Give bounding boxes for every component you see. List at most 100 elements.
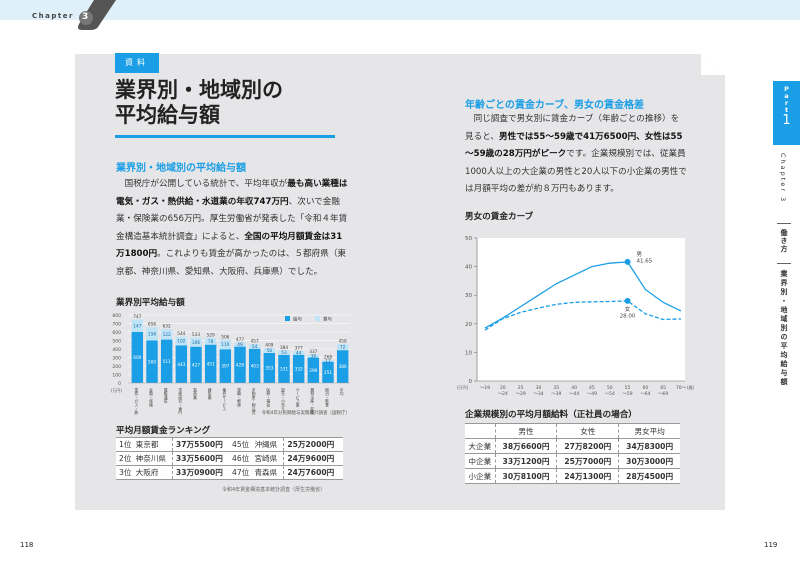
prefecture-cell: 東京都: [132, 437, 173, 452]
ranking-source: 令和4年賃金構造基本統計調査（厚生労働省）: [222, 487, 326, 493]
right-section-heading: 年齢ごとの賃金カーブ、男女の賃金格差: [465, 100, 644, 111]
y-tick-label: 200: [112, 364, 121, 370]
y-tick-label: 0: [118, 381, 121, 387]
bar-chart-source: 令和4年分民間給与実態統計調査（国税庁）: [262, 409, 350, 416]
wage-cell: 37万5500円: [171, 437, 230, 452]
x-tick-label: 65: [660, 385, 666, 391]
x-axis-unit: (歳): [687, 384, 695, 390]
y-tick-label: 100: [112, 373, 121, 379]
category-label: 不動産・物品賃: [251, 388, 257, 415]
ranking-heading: 平均月額賃金ランキング: [116, 426, 211, 436]
wage-cell: 30万8100円: [494, 468, 557, 484]
page-title: 業界別・地域別の 平均給与額: [115, 78, 283, 128]
salary-bar: [146, 340, 158, 383]
bar-value-label: 53: [281, 350, 287, 356]
y-tick-label: 800: [112, 313, 121, 319]
category-label: 卸売・小売り: [280, 387, 286, 411]
category-label: 金融・保険: [148, 387, 154, 407]
bar-total-label: 458: [339, 339, 347, 345]
salary-bar: [175, 345, 188, 383]
column-header: 女性: [556, 423, 619, 439]
salary-bar: [131, 332, 144, 383]
bar-total-label: 656: [148, 322, 156, 328]
wage-cell: 33万5600円: [171, 451, 230, 466]
bar-total-label: 457: [251, 339, 259, 345]
salary-bar: [160, 339, 173, 383]
bar-total-label: 384: [280, 345, 288, 351]
bar-total-label: 506: [221, 334, 229, 340]
paragraph-text: 国税庁が公開している統計で、平均年収が: [116, 179, 288, 189]
y-tick-label: 500: [112, 339, 121, 345]
category-label: 建設業: [207, 387, 213, 400]
y-tick-label: 30: [465, 293, 472, 299]
x-tick-label: 60: [642, 385, 648, 391]
bar-total-label: 747: [133, 314, 141, 320]
x-tick-label: ～39: [551, 391, 561, 397]
column-header: [465, 423, 496, 439]
wage-cell: 25万2000円: [283, 437, 343, 452]
industry-bar-chart: 0 100 200 300 400 500 600 700 800 (万円) 600 147 747 電気…: [111, 313, 350, 416]
legend-swatch: [285, 316, 290, 321]
y-tick-label: 700: [112, 322, 121, 328]
bonus-bar: [234, 342, 246, 347]
male-line: [484, 261, 682, 329]
bar-value-label: 500: [148, 359, 156, 365]
header-band: [0, 0, 800, 20]
salary-bar: [248, 348, 261, 383]
legend-label: 賞与: [323, 316, 332, 323]
bonus-bar: [292, 351, 305, 355]
bar-value-label: 78: [208, 339, 214, 345]
category-label: 農林水産・鉱業: [310, 387, 316, 415]
sidebar-divider: [777, 263, 791, 264]
x-tick-label: ～49: [587, 391, 597, 397]
wage-cell: 33万0900円: [171, 465, 230, 480]
title-line-1: 業界別・地域別の: [115, 78, 283, 102]
page-fold-corner: [700, 54, 725, 76]
bar-value-label: 44: [296, 351, 302, 357]
bonus-bar: [219, 339, 232, 350]
part-number: 1: [782, 113, 791, 128]
rank-cell: 47位: [229, 465, 252, 480]
y-axis-unit: (万円): [111, 388, 123, 393]
category-label: 宿泊・飲食: [324, 387, 330, 407]
bar-chart-heading: 業界別平均給与額: [116, 298, 185, 308]
x-tick-label: 40: [571, 385, 577, 391]
salary-bar: [278, 354, 290, 383]
ranking-row: 2位 神奈川県 33万5600円: [116, 451, 230, 466]
title-line-2: 平均給与額: [115, 103, 220, 127]
emphasis-text: 最も高い業種は電気・ガス・熱供給・水道業の年収747万円: [116, 179, 348, 207]
plot-area: [477, 238, 685, 381]
prefecture-cell: 沖縄県: [251, 437, 284, 452]
rank-cell: 3位: [116, 465, 133, 480]
bar-value-label: 386: [339, 364, 347, 370]
bar-value-label: 331: [280, 367, 288, 373]
y-tick-label: 0: [469, 379, 473, 385]
ranking-row: 1位 東京都 37万5500円: [116, 437, 230, 452]
prefecture-cell: 青森県: [251, 465, 284, 480]
category-label: 電気・ガス・熱: [134, 387, 140, 415]
bar-value-label: 54: [252, 344, 258, 350]
wage-cell: 34万8300円: [618, 438, 680, 454]
ranking-top-table: 1位 東京都 37万5500円 2位 神奈川県 33万5600円 3位 大阪府 33万0900円: [116, 437, 230, 480]
y-tick-label: 20: [465, 322, 472, 328]
table-row: 小企業 30万8100円 24万1300円 28万4500円: [465, 468, 680, 484]
bar-value-label: 49: [237, 342, 243, 348]
prefecture-cell: 大阪府: [132, 465, 173, 480]
bar-value-label: 251: [324, 370, 332, 376]
company-scale-table: 男性 女性 男女平均 大企業 38万6600円 27万8200円 34万8300円 中企業 3…: [465, 423, 680, 484]
rank-cell: 1位: [116, 437, 133, 452]
bar-value-label: 147: [133, 323, 141, 329]
ranking-row: 46位 宮崎県 24万9600円: [229, 451, 343, 466]
x-tick-label: 20: [500, 385, 506, 391]
bonus-bar: [263, 348, 276, 353]
chapter-badge-shape: [78, 0, 116, 30]
bonus-bar: [131, 319, 144, 332]
peak-value: 28.00: [620, 313, 636, 319]
category-label: 平均: [339, 388, 345, 396]
bar-value-label: 110: [221, 342, 229, 348]
wage-cell: 24万7600円: [283, 465, 343, 480]
table-row: 大企業 38万6600円 27万8200円 34万8300円: [465, 438, 680, 454]
prefecture-cell: 宮崎県: [251, 451, 284, 466]
wage-cell: 24万9600円: [283, 451, 343, 466]
